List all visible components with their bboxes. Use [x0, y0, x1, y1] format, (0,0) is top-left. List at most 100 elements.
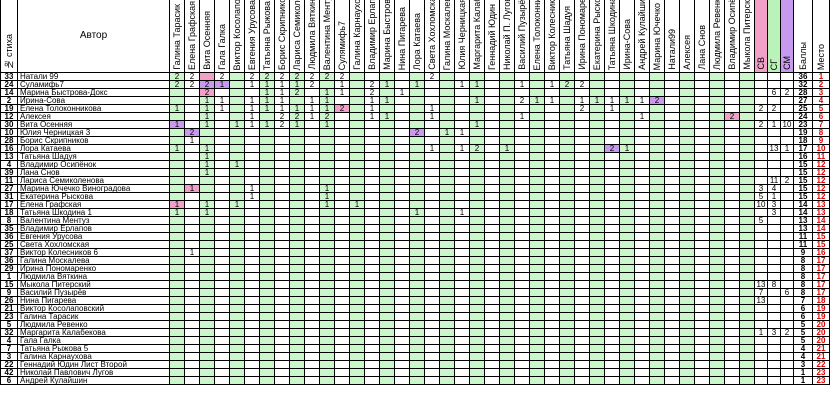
cell-vote[interactable]	[530, 273, 545, 281]
cell-vote[interactable]	[650, 337, 665, 345]
cell-vote[interactable]	[335, 361, 350, 369]
cell-vote[interactable]	[290, 361, 305, 369]
cell-vote[interactable]	[380, 337, 395, 345]
cell-vote[interactable]	[200, 345, 215, 353]
cell-vote[interactable]	[650, 345, 665, 353]
cell-vote[interactable]	[365, 217, 380, 225]
cell-poem-number[interactable]: 5	[0, 321, 18, 329]
cell-vote[interactable]	[245, 281, 260, 289]
cell-vote[interactable]	[185, 193, 200, 201]
cell-vote[interactable]: 2	[200, 81, 215, 89]
cell-vote[interactable]	[395, 321, 410, 329]
cell-vote[interactable]: 1	[185, 185, 200, 193]
cell-vote[interactable]	[290, 241, 305, 249]
cell-poem-number[interactable]: 39	[0, 169, 18, 177]
cell-vote[interactable]	[530, 289, 545, 297]
cell-cg[interactable]	[768, 161, 781, 169]
cell-poem-number[interactable]: 21	[0, 305, 18, 313]
cell-vote[interactable]	[425, 313, 440, 321]
cell-vote[interactable]: 1	[245, 193, 260, 201]
cell-vote[interactable]: 1	[455, 209, 470, 217]
cell-vote[interactable]	[275, 161, 290, 169]
cell-vote[interactable]: 2	[515, 97, 530, 105]
cell-vote[interactable]	[260, 201, 275, 209]
cell-vote[interactable]	[320, 265, 335, 273]
cell-score[interactable]: 6	[794, 305, 813, 313]
cell-vote[interactable]	[515, 193, 530, 201]
cell-vote[interactable]	[440, 257, 455, 265]
cell-vote[interactable]	[635, 193, 650, 201]
cell-vote[interactable]	[425, 257, 440, 265]
cell-vote[interactable]	[335, 185, 350, 193]
cell-poem-number[interactable]: 26	[0, 297, 18, 305]
cell-vote[interactable]	[425, 217, 440, 225]
cell-vote[interactable]	[365, 145, 380, 153]
cell-vote[interactable]	[485, 217, 500, 225]
cell-vote[interactable]	[290, 225, 305, 233]
cell-vote[interactable]	[395, 121, 410, 129]
cell-vote[interactable]	[395, 297, 410, 305]
cell-vote[interactable]	[665, 281, 680, 289]
cell-vote[interactable]: 1	[470, 121, 485, 129]
cell-vote[interactable]	[620, 185, 635, 193]
cell-score[interactable]: 32	[794, 81, 813, 89]
cell-vote[interactable]	[545, 273, 560, 281]
cell-vote[interactable]	[170, 241, 185, 249]
cell-vote[interactable]	[680, 265, 695, 273]
cell-vote[interactable]	[650, 353, 665, 361]
cell-vote[interactable]	[260, 353, 275, 361]
cell-vote[interactable]	[440, 201, 455, 209]
cell-vote[interactable]: 2	[575, 81, 590, 89]
cell-vote[interactable]: 1	[215, 105, 230, 113]
cell-vote[interactable]: 1	[170, 105, 185, 113]
cell-cg[interactable]	[768, 313, 781, 321]
cell-vote[interactable]	[365, 353, 380, 361]
cell-vote[interactable]	[230, 185, 245, 193]
cell-vote[interactable]	[725, 185, 740, 193]
cell-cg[interactable]	[768, 361, 781, 369]
cell-vote[interactable]	[710, 281, 725, 289]
cell-poem-number[interactable]: 22	[0, 361, 18, 369]
cell-vote[interactable]	[515, 169, 530, 177]
cell-vote[interactable]	[710, 273, 725, 281]
cell-author[interactable]: Владимир Ерлапов	[18, 225, 170, 233]
cell-vote[interactable]	[230, 209, 245, 217]
cell-vote[interactable]	[575, 129, 590, 137]
cell-vote[interactable]	[260, 297, 275, 305]
cell-vote[interactable]	[395, 289, 410, 297]
cell-vote[interactable]	[170, 273, 185, 281]
cell-author[interactable]: Марина Ючечко Виноградова	[18, 185, 170, 193]
cell-vote[interactable]	[605, 369, 620, 377]
cell-vote[interactable]	[545, 337, 560, 345]
cell-cm[interactable]	[781, 169, 794, 177]
cell-vote[interactable]	[725, 225, 740, 233]
cell-vote[interactable]	[590, 105, 605, 113]
cell-vote[interactable]	[440, 177, 455, 185]
cell-vote[interactable]: 1	[275, 97, 290, 105]
cell-vote[interactable]	[440, 137, 455, 145]
cell-vote[interactable]: 1	[635, 97, 650, 105]
cell-vote[interactable]	[455, 201, 470, 209]
cell-vote[interactable]	[560, 233, 575, 241]
cell-vote[interactable]	[440, 209, 455, 217]
cell-vote[interactable]	[620, 177, 635, 185]
cell-vote[interactable]	[410, 377, 425, 385]
cell-vote[interactable]	[290, 249, 305, 257]
cell-vote[interactable]	[485, 249, 500, 257]
cell-vote[interactable]	[320, 273, 335, 281]
cell-vote[interactable]	[305, 225, 320, 233]
cell-vote[interactable]	[605, 249, 620, 257]
cell-vote[interactable]	[740, 313, 755, 321]
cell-vote[interactable]	[515, 257, 530, 265]
cell-vote[interactable]	[440, 97, 455, 105]
cell-vote[interactable]	[425, 209, 440, 217]
cell-vote[interactable]: 1	[215, 97, 230, 105]
cell-vote[interactable]	[665, 345, 680, 353]
cell-vote[interactable]	[305, 361, 320, 369]
cell-vote[interactable]: 2	[560, 81, 575, 89]
cell-vote[interactable]	[380, 129, 395, 137]
cell-vote[interactable]	[695, 209, 710, 217]
cell-vote[interactable]	[170, 353, 185, 361]
cell-vote[interactable]	[740, 113, 755, 121]
cell-vote[interactable]	[620, 113, 635, 121]
